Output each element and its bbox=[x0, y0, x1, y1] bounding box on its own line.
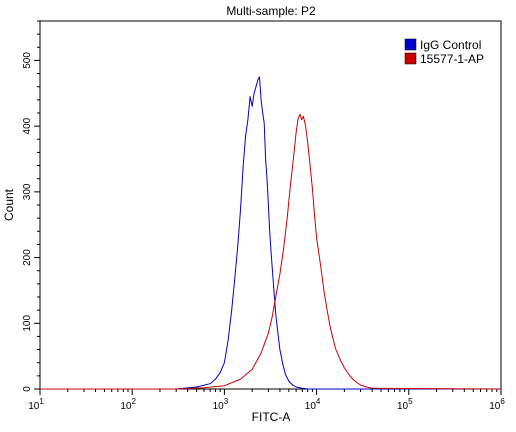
x-tick-exponent: 6 bbox=[500, 397, 505, 406]
x-tick-label: 105 bbox=[397, 397, 413, 412]
x-tick-label: 106 bbox=[489, 397, 505, 412]
x-tick-label: 104 bbox=[305, 397, 321, 412]
series-line bbox=[40, 76, 501, 390]
legend-label: IgG Control bbox=[420, 38, 481, 52]
x-tick-base: 10 bbox=[305, 401, 317, 412]
plot-area-frame bbox=[39, 20, 502, 390]
x-tick-exponent: 4 bbox=[316, 397, 321, 406]
series-line bbox=[40, 113, 502, 390]
chart-title: Multi-sample: P2 bbox=[226, 4, 316, 18]
x-tick-base: 10 bbox=[213, 401, 225, 412]
x-tick-base: 10 bbox=[397, 401, 409, 412]
series-lines bbox=[40, 76, 502, 390]
y-tick-label: 100 bbox=[22, 315, 33, 332]
x-tick-exponent: 5 bbox=[408, 397, 413, 406]
x-axis-label: FITC-A bbox=[252, 410, 291, 424]
y-tick-label: 500 bbox=[22, 52, 33, 69]
y-axis: 0 100 200 300 400 500 bbox=[22, 20, 40, 392]
y-tick-label: 300 bbox=[22, 183, 33, 200]
x-tick-exponent: 3 bbox=[224, 397, 229, 406]
x-tick-exponent: 2 bbox=[132, 397, 137, 406]
x-tick-base: 10 bbox=[28, 401, 40, 412]
y-tick-label: 0 bbox=[22, 386, 33, 392]
legend-label: 15577-1-AP bbox=[420, 52, 484, 66]
legend-swatch bbox=[404, 52, 417, 65]
y-axis-label: Count bbox=[2, 188, 16, 221]
x-tick-exponent: 1 bbox=[39, 397, 44, 406]
x-tick-label: 102 bbox=[120, 397, 136, 412]
x-tick-label: 101 bbox=[28, 397, 44, 412]
y-tick-label: 200 bbox=[22, 249, 33, 266]
x-axis: 101 102 103 104 105 106 bbox=[28, 389, 505, 412]
legend-swatch bbox=[404, 38, 417, 51]
x-tick-base: 10 bbox=[120, 401, 132, 412]
y-tick-label: 400 bbox=[22, 117, 33, 134]
x-tick-label: 103 bbox=[213, 397, 229, 412]
x-tick-base: 10 bbox=[489, 401, 501, 412]
